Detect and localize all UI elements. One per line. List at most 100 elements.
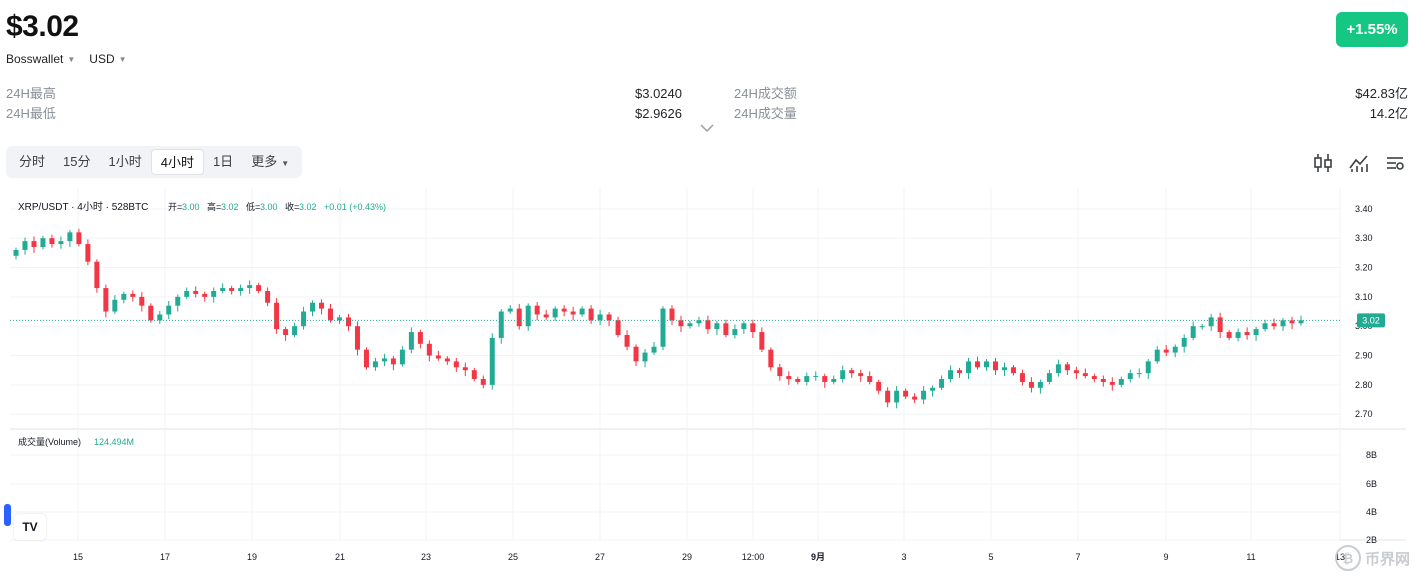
wallet-label: Bosswallet xyxy=(6,52,64,66)
candle-body xyxy=(714,323,720,330)
candle-body xyxy=(139,296,145,306)
candle-body xyxy=(561,308,567,312)
candle-body xyxy=(453,361,459,368)
last-price-tag xyxy=(1357,313,1385,328)
candle-body xyxy=(399,349,405,365)
stat-turnover: 24H成交额 $42.83亿 xyxy=(734,86,1408,101)
candle-body xyxy=(651,346,657,353)
stats-right: 24H成交额 $42.83亿 24H成交量 14.2亿 xyxy=(734,84,1408,124)
candle-body xyxy=(840,370,846,379)
candle-body xyxy=(363,349,369,368)
candle-body xyxy=(1280,320,1286,327)
candle-body xyxy=(489,337,495,385)
tab-4h[interactable]: 4小时 xyxy=(150,149,204,175)
current-price: $3.02 xyxy=(6,10,79,43)
candle-body xyxy=(13,249,19,256)
candle-body xyxy=(417,332,423,344)
candle-body xyxy=(121,293,127,300)
candle-body xyxy=(588,308,594,321)
candle-body xyxy=(516,308,522,327)
candle-body xyxy=(238,288,244,291)
candle-body xyxy=(705,320,711,330)
candle-body xyxy=(642,352,648,362)
candle-body xyxy=(1028,381,1034,388)
candle-body xyxy=(1163,349,1169,353)
candle-body xyxy=(1199,326,1205,328)
tab-1d[interactable]: 1日 xyxy=(212,154,234,169)
candle-body xyxy=(1001,367,1007,371)
candle-body xyxy=(1181,337,1187,347)
candle-body xyxy=(543,314,549,318)
candle-body xyxy=(58,241,64,245)
time-tick-label: 9月 xyxy=(811,552,825,562)
candle-body xyxy=(921,390,927,400)
indicator-icon[interactable] xyxy=(1348,152,1370,174)
wallet-selector[interactable]: Bosswallet ▼ xyxy=(6,52,75,66)
candle-body xyxy=(1127,373,1133,379)
svg-text:+0.01 (+0.43%): +0.01 (+0.43%) xyxy=(324,202,386,212)
svg-text:低=: 低= xyxy=(246,201,260,212)
chevron-down-icon: ▼ xyxy=(67,54,76,64)
candle-body xyxy=(525,305,531,327)
candle-body xyxy=(256,285,262,291)
price-chart[interactable]: 3.40 3.30 3.20 3.10 3.00 2.90 2.80 2.70 3.02 15 1… xyxy=(10,188,1406,568)
candle-body xyxy=(660,308,666,347)
chart-tools xyxy=(1312,152,1406,174)
candle-body xyxy=(283,329,289,335)
candle-body xyxy=(741,323,747,330)
candlestick-icon[interactable] xyxy=(1312,152,1334,174)
time-tick-label: 12:00 xyxy=(742,552,765,562)
candle-body xyxy=(1064,364,1070,371)
candle-body xyxy=(1253,329,1259,335)
candle-body xyxy=(337,317,342,321)
tab-1h[interactable]: 1小时 xyxy=(108,154,142,169)
interval-tabs: 分时 15分 1小时 4小时 1日 更多 ▼ xyxy=(6,146,303,178)
last-price-label: 3.02 xyxy=(1362,315,1380,325)
chevron-down-icon: ▼ xyxy=(118,54,127,64)
candle-body xyxy=(354,326,360,350)
tab-more[interactable]: 更多 ▼ xyxy=(251,154,290,169)
time-tick-label: 23 xyxy=(421,552,431,562)
candle-body xyxy=(1145,361,1151,374)
volume-tick-label: 6B xyxy=(1366,479,1377,489)
tab-time[interactable]: 分时 xyxy=(19,154,46,169)
settings-icon[interactable] xyxy=(1384,152,1406,174)
currency-selector[interactable]: USD ▼ xyxy=(89,52,126,66)
time-tick-label: 11 xyxy=(1246,552,1255,562)
candle-body xyxy=(903,390,909,397)
svg-text:3.00: 3.00 xyxy=(260,202,278,212)
candle-body xyxy=(390,358,396,365)
candle-body xyxy=(345,317,351,327)
candle-body xyxy=(1262,323,1268,330)
candle-body xyxy=(768,349,774,368)
candle-body xyxy=(957,370,963,374)
candle-body xyxy=(894,390,900,403)
candle-body xyxy=(984,361,989,368)
tradingview-logo[interactable]: TV xyxy=(14,514,46,540)
candle-body xyxy=(462,367,468,371)
candle-body xyxy=(885,390,891,403)
candle-body xyxy=(67,232,73,242)
stat-low: 24H最低 $2.9626 xyxy=(6,106,682,121)
expand-chevron-icon[interactable] xyxy=(700,122,714,136)
price-tick-label: 2.90 xyxy=(1355,351,1373,361)
price-tick-label: 3.30 xyxy=(1355,233,1373,243)
panel-toggle-tab[interactable] xyxy=(4,504,11,526)
candle-body xyxy=(103,288,109,312)
candle-body xyxy=(1244,332,1250,335)
svg-text:3.02: 3.02 xyxy=(299,202,317,212)
candle-body xyxy=(1037,381,1043,388)
time-tick-label: 5 xyxy=(988,552,993,562)
candle-body xyxy=(31,241,37,247)
candle-body xyxy=(175,296,181,306)
candle-body xyxy=(408,332,414,350)
candle-body xyxy=(265,291,271,303)
candle-body xyxy=(211,291,217,297)
candle-body xyxy=(1073,370,1079,374)
tab-15m[interactable]: 15分 xyxy=(63,154,91,169)
candle-body xyxy=(229,288,235,291)
candle-body xyxy=(76,232,82,245)
candle-body xyxy=(1055,364,1061,374)
candle-body xyxy=(1046,373,1052,382)
watermark: ₿ 币界网 xyxy=(1334,545,1410,571)
